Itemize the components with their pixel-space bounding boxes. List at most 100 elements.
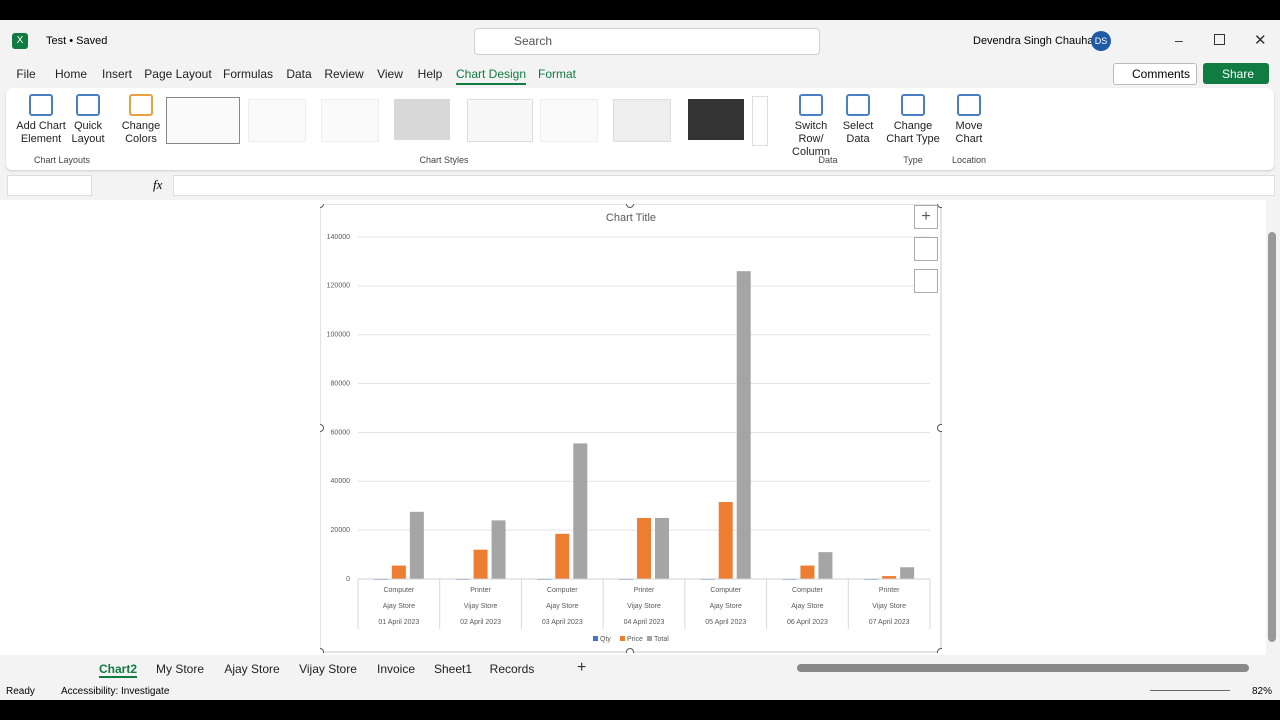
ribbon-button[interactable]: Change Colors (121, 120, 161, 145)
chart-style-thumb[interactable] (467, 99, 533, 142)
restore[interactable] (1214, 34, 1225, 45)
menu-tab[interactable]: Review (324, 67, 364, 81)
menu-tab[interactable]: File (16, 67, 36, 81)
bar[interactable] (391, 565, 406, 579)
scroll-thumb[interactable] (1268, 232, 1276, 642)
menu-tab[interactable]: Data (286, 67, 312, 81)
ribbon-icon[interactable] (901, 94, 925, 116)
legend-swatch (620, 636, 625, 641)
ribbon-group-label: Data (818, 155, 838, 165)
chart-style-thumb[interactable] (248, 99, 306, 142)
chart-title[interactable]: Chart Title (606, 212, 656, 224)
horizontal-scrollbar[interactable] (797, 664, 1249, 672)
chart-style-thumb[interactable] (321, 99, 379, 142)
ribbon-icon[interactable] (846, 94, 870, 116)
x-store-label: Vijay Store (464, 603, 498, 610)
resize-handle[interactable] (937, 424, 943, 432)
zoom-slider[interactable] (1150, 690, 1230, 691)
bar[interactable] (718, 502, 733, 579)
bar[interactable] (736, 271, 751, 579)
chart-style-thumb[interactable] (394, 99, 450, 140)
ribbon-button[interactable]: Change Chart Type (886, 120, 940, 145)
user-avatar[interactable]: DS (1091, 31, 1111, 51)
chart-style-thumb[interactable] (166, 97, 240, 144)
formula-input[interactable] (173, 175, 1275, 196)
comments-button[interactable] (1113, 63, 1197, 85)
x-store-label: Ajay Store (383, 603, 415, 610)
resize-handle[interactable] (626, 648, 634, 654)
menu-tab[interactable]: View (377, 67, 403, 81)
bar[interactable] (900, 567, 915, 579)
legend-label[interactable]: Price (627, 636, 643, 643)
ribbon-button[interactable]: Add Chart Element (16, 120, 66, 145)
ribbon-icon[interactable] (799, 94, 823, 116)
minimize[interactable]: – (1175, 32, 1183, 48)
ribbon-icon[interactable] (29, 94, 53, 116)
sheet-tab[interactable]: Chart2 (98, 662, 138, 678)
menu-tab[interactable]: Home (54, 67, 88, 81)
menu-tab[interactable]: Format (537, 67, 577, 81)
bar[interactable] (573, 443, 588, 579)
chart-filters-button[interactable] (914, 269, 938, 293)
bar[interactable] (555, 533, 570, 579)
menu-tab[interactable]: Formulas (222, 67, 274, 81)
ribbon-button[interactable]: Select Data (842, 120, 874, 145)
close[interactable]: ✕ (1254, 32, 1267, 49)
bar[interactable] (473, 549, 488, 579)
file-name[interactable]: Test • Saved (46, 35, 108, 47)
sheet-tab[interactable]: My Store (155, 662, 205, 676)
resize-handle[interactable] (937, 648, 943, 654)
chart-elements-button[interactable]: + (914, 205, 938, 229)
chart-styles-button[interactable] (914, 237, 938, 261)
legend-label[interactable]: Qty (600, 636, 611, 643)
bar[interactable] (655, 517, 669, 579)
ribbon-button[interactable]: Move Chart (955, 120, 983, 145)
ribbon-button[interactable]: Switch Row/ Column (792, 120, 830, 158)
status-accessibility[interactable]: Accessibility: Investigate (61, 686, 170, 697)
chart-style-thumb[interactable] (613, 99, 671, 142)
excel-icon[interactable]: X (12, 33, 28, 49)
menu-tab[interactable]: Insert (101, 67, 133, 81)
chart-style-thumb[interactable] (540, 99, 598, 142)
ribbon-button[interactable]: Quick Layout (71, 120, 105, 145)
ribbon-icon[interactable] (76, 94, 100, 116)
bar[interactable] (637, 517, 651, 579)
y-tick-label: 60000 (331, 429, 351, 436)
menu-tab[interactable]: Chart Design (455, 67, 527, 85)
bar[interactable] (409, 511, 424, 579)
sheet-tab[interactable]: Records (489, 662, 535, 676)
bar[interactable] (800, 565, 815, 579)
menu-tab[interactable]: Help (417, 67, 443, 81)
sheet-tab[interactable]: Invoice (376, 662, 416, 676)
y-tick-label: 80000 (331, 380, 351, 387)
legend-label[interactable]: Total (654, 636, 669, 643)
bar[interactable] (882, 576, 897, 579)
resize-handle[interactable] (320, 424, 324, 432)
sheet-tab[interactable]: Sheet1 (433, 662, 473, 676)
menu-tab[interactable]: Page Layout (144, 67, 212, 81)
user-name[interactable]: Devendra Singh Chauhan (973, 35, 1100, 47)
ribbon-icon[interactable] (129, 94, 153, 116)
sheet-tab[interactable]: Vijay Store (299, 662, 357, 676)
x-date-label: 03 April 2023 (542, 619, 583, 626)
name-box[interactable] (7, 175, 92, 196)
resize-handle[interactable] (320, 648, 324, 654)
x-store-label: Ajay Store (791, 603, 823, 610)
bar[interactable] (491, 520, 506, 579)
add-sheet[interactable]: + (577, 659, 587, 676)
ribbon-group-label: Chart Styles (419, 155, 469, 165)
chart[interactable]: Chart Title 0 20000 40000 60000 80000 100000 1… (320, 204, 942, 653)
ribbon-icon[interactable] (957, 94, 981, 116)
legend-swatch (593, 636, 598, 641)
resize-handle[interactable] (937, 204, 943, 208)
comments-label: Comments (1132, 67, 1191, 81)
zoom-level[interactable]: 82% (1252, 686, 1273, 697)
bar[interactable] (818, 552, 833, 579)
gallery-scroll[interactable] (752, 96, 768, 146)
share-button[interactable] (1203, 63, 1269, 84)
resize-handle[interactable] (626, 204, 634, 208)
search-box[interactable] (474, 28, 820, 55)
chart-style-thumb[interactable] (688, 99, 744, 140)
resize-handle[interactable] (320, 204, 324, 208)
sheet-tab[interactable]: Ajay Store (224, 662, 280, 676)
